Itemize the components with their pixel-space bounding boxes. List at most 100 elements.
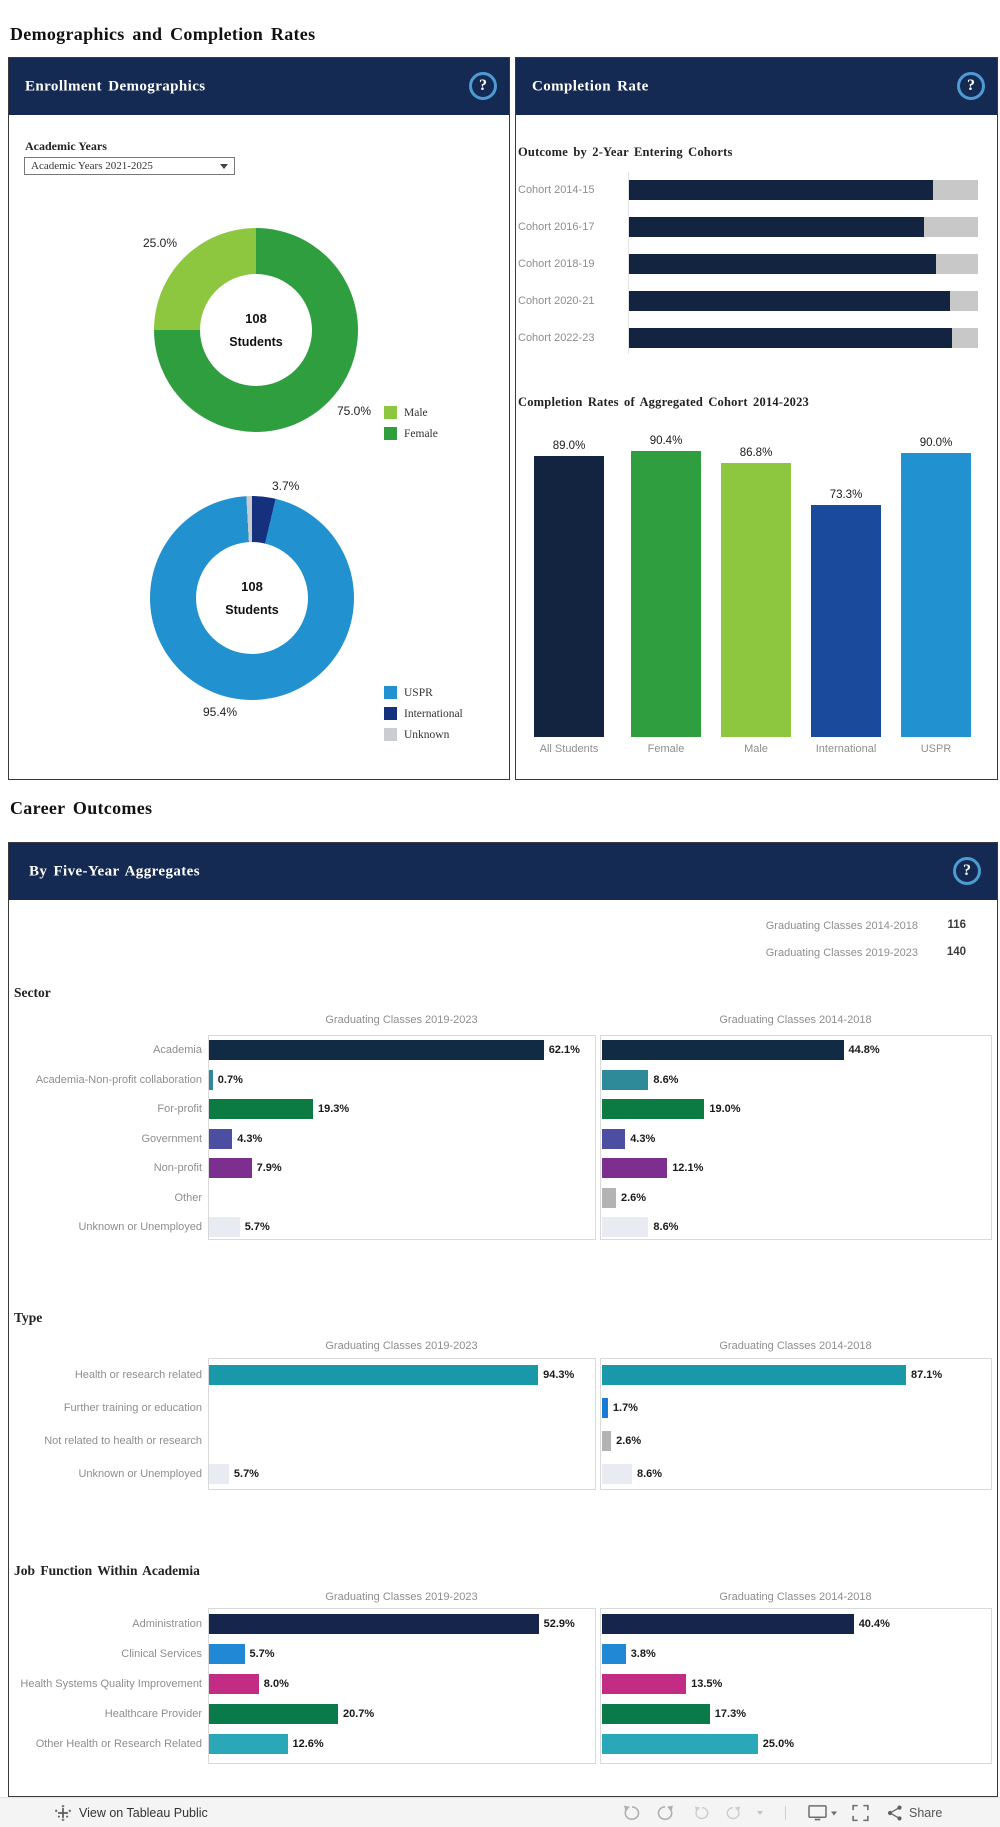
job-cat: Health Systems Quality Improvement xyxy=(20,1678,202,1690)
job-cat: Other Health or Research Related xyxy=(35,1738,202,1750)
type-cat: Health or research related xyxy=(74,1369,202,1381)
sector-plot-left xyxy=(208,1035,596,1240)
sector-bar-unknown-2014[interactable]: 8.6% xyxy=(602,1217,678,1237)
cohort-bar-2020-21[interactable] xyxy=(629,291,978,311)
sector-bar-academia-2014[interactable]: 44.8% xyxy=(602,1040,880,1060)
column-female[interactable]: 90.4% xyxy=(631,435,701,737)
sector-bar-government-2014[interactable]: 4.3% xyxy=(602,1129,655,1149)
legend-item-international[interactable]: International xyxy=(384,703,463,724)
uspr-slice-label: 95.4% xyxy=(203,705,238,719)
sector-bar-nonprofit-2019[interactable]: 7.9% xyxy=(209,1158,282,1178)
refresh-button[interactable] xyxy=(725,1806,742,1821)
international-slice-label: 3.7% xyxy=(272,479,300,493)
sector-bar-forprofit-2014[interactable]: 19.0% xyxy=(602,1099,741,1119)
count-value-2014-2018: 116 xyxy=(947,919,966,931)
aggregated-subtitle: Completion Rates of Aggregated Cohort 20… xyxy=(518,395,810,409)
job-bar-administration-2014[interactable]: 40.4% xyxy=(602,1614,890,1634)
sector-bar-forprofit-2019[interactable]: 19.3% xyxy=(209,1099,349,1119)
tableau-logo-icon[interactable] xyxy=(55,1805,71,1826)
type-bar-training-2014[interactable]: 1.7% xyxy=(602,1398,638,1418)
career-outcomes-title: Career Outcomes xyxy=(10,798,153,818)
cohort-bar-2022-23[interactable] xyxy=(629,328,978,348)
cohort-bar-2018-19[interactable] xyxy=(629,254,978,274)
column-international[interactable]: 73.3% xyxy=(811,489,881,737)
legend-item-uspr[interactable]: USPR xyxy=(384,682,463,703)
job-bar-provider-2019[interactable]: 20.7% xyxy=(209,1704,374,1724)
sector-bar-other-2019[interactable] xyxy=(209,1188,214,1208)
job-colhead-2014-2018: Graduating Classes 2014-2018 xyxy=(719,1591,872,1603)
sector-colhead-2019-2023: Graduating Classes 2019-2023 xyxy=(325,1014,478,1026)
academic-years-dropdown-value: Academic Years 2021-2025 xyxy=(31,160,153,172)
cohort-label: Cohort 2014-15 xyxy=(518,184,595,196)
undo-button[interactable] xyxy=(622,1805,641,1822)
job-bar-clinical-2019[interactable]: 5.7% xyxy=(209,1644,275,1664)
sector-bar-nonprofit-2014[interactable]: 12.1% xyxy=(602,1158,703,1178)
job-bar-clinical-2014[interactable]: 3.8% xyxy=(602,1644,656,1664)
male-slice-label: 25.0% xyxy=(143,236,178,250)
citizenship-legend: USPR International Unknown xyxy=(384,682,463,745)
column-all-students[interactable]: 89.0% xyxy=(534,440,604,737)
legend-item-male[interactable]: Male xyxy=(384,402,438,423)
gender-donut-center: 108 Students xyxy=(200,274,312,386)
gender-donut-chart[interactable]: 108 Students xyxy=(154,228,358,432)
sector-bar-government-2019[interactable]: 4.3% xyxy=(209,1129,262,1149)
legend-item-unknown[interactable]: Unknown xyxy=(384,724,463,745)
redo-button[interactable] xyxy=(656,1805,675,1822)
legend-item-female[interactable]: Female xyxy=(384,423,438,444)
sector-bar-academia-2019[interactable]: 62.1% xyxy=(209,1040,580,1060)
unknown-swatch xyxy=(384,728,397,741)
academic-years-dropdown[interactable]: Academic Years 2021-2025 xyxy=(24,157,235,175)
view-on-tableau-public-link[interactable]: View on Tableau Public xyxy=(79,1806,208,1820)
tableau-toolbar: View on Tableau Public Share xyxy=(0,1797,1000,1827)
type-bar-notrelated-2014[interactable]: 2.6% xyxy=(602,1431,641,1451)
display-settings-button[interactable] xyxy=(808,1805,837,1822)
question-glyph: ? xyxy=(963,862,971,879)
sector-cat: Academia-Non-profit collaboration xyxy=(35,1074,202,1086)
sector-bar-unknown-2019[interactable]: 5.7% xyxy=(209,1217,270,1237)
share-button[interactable]: Share xyxy=(886,1804,942,1822)
column-male[interactable]: 86.8% xyxy=(721,447,791,737)
type-bar-health-2014[interactable]: 87.1% xyxy=(602,1365,942,1385)
column-uspr[interactable]: 90.0% xyxy=(901,437,971,737)
job-bar-administration-2019[interactable]: 52.9% xyxy=(209,1614,575,1634)
sector-title: Sector xyxy=(14,985,51,1000)
job-bar-provider-2014[interactable]: 17.3% xyxy=(602,1704,746,1724)
revert-button[interactable] xyxy=(693,1806,710,1821)
pause-caret-icon[interactable] xyxy=(757,1811,763,1815)
job-bar-otherhealth-2014[interactable]: 25.0% xyxy=(602,1734,794,1754)
help-icon[interactable]: ? xyxy=(469,72,497,100)
cohort-label: Cohort 2018-19 xyxy=(518,258,595,270)
cohort-bar-2016-17[interactable] xyxy=(629,217,978,237)
type-bar-notrelated-2019[interactable] xyxy=(209,1431,214,1451)
type-title: Type xyxy=(14,1310,43,1325)
help-icon[interactable]: ? xyxy=(957,72,985,100)
job-function-title: Job Function Within Academia xyxy=(14,1563,200,1578)
sector-bar-collab-2014[interactable]: 8.6% xyxy=(602,1070,678,1090)
sector-cat: Government xyxy=(141,1133,202,1145)
type-bar-unknown-2014[interactable]: 8.6% xyxy=(602,1464,662,1484)
x-label: All Students xyxy=(539,743,599,755)
type-bar-unknown-2019[interactable]: 5.7% xyxy=(209,1464,259,1484)
question-glyph: ? xyxy=(479,77,487,94)
x-label: International xyxy=(815,743,877,755)
help-icon[interactable]: ? xyxy=(953,857,981,885)
uspr-swatch xyxy=(384,686,397,699)
type-bar-training-2019[interactable] xyxy=(209,1398,214,1418)
x-label: USPR xyxy=(920,743,952,755)
x-label: Male xyxy=(744,743,768,755)
job-bar-hsqi-2019[interactable]: 8.0% xyxy=(209,1674,289,1694)
cohort-label: Cohort 2016-17 xyxy=(518,221,595,233)
sector-bar-other-2014[interactable]: 2.6% xyxy=(602,1188,646,1208)
job-bar-hsqi-2014[interactable]: 13.5% xyxy=(602,1674,722,1694)
count-label-2019-2023: Graduating Classes 2019-2023 xyxy=(765,947,918,959)
toolbar-divider xyxy=(785,1806,786,1820)
fullscreen-button[interactable] xyxy=(852,1804,869,1822)
cohort-bar-2014-15[interactable] xyxy=(629,180,978,200)
sector-bar-collab-2019[interactable]: 0.7% xyxy=(209,1070,243,1090)
type-bar-health-2019[interactable]: 94.3% xyxy=(209,1365,574,1385)
sector-cat: Academia xyxy=(153,1044,202,1056)
cohorts-subtitle: Outcome by 2-Year Entering Cohorts xyxy=(518,145,733,159)
job-bar-otherhealth-2019[interactable]: 12.6% xyxy=(209,1734,324,1754)
citizenship-donut-chart[interactable]: 108 Students xyxy=(150,496,354,700)
